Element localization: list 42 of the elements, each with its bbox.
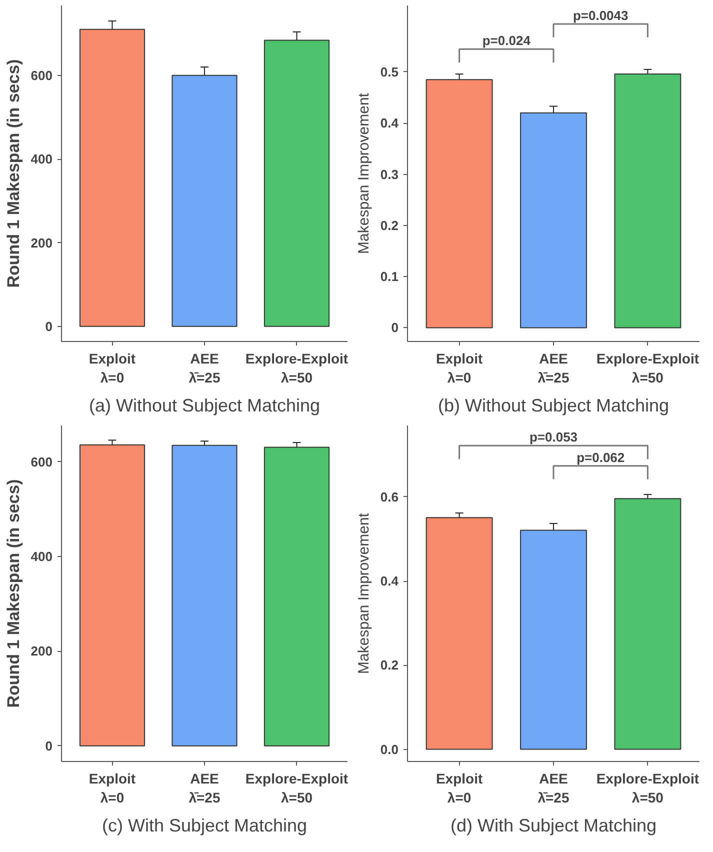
- x-tick-label: Explore-Exploit λ=50: [245, 770, 348, 806]
- x-tick-label: Exploit λ=0: [436, 770, 483, 806]
- y-tick-label: 0.2: [380, 658, 399, 673]
- y-axis-title: Round 1 Makespan (in secs): [4, 59, 23, 288]
- y-tick-label: 0.4: [380, 574, 400, 589]
- annotation: p=0.0043: [572, 8, 628, 23]
- y-tick-label: 0: [391, 320, 399, 336]
- x-tick-label: AEE λ̄=25: [188, 350, 220, 386]
- text: (c) With Subject Matching: [102, 816, 308, 836]
- x-tick-label: Exploit λ=0: [88, 770, 136, 806]
- x-tick-label: Explore-Exploit λ=50: [245, 350, 348, 386]
- y-tick-label: 0.3: [380, 166, 399, 182]
- y-tick-label: 600: [30, 454, 53, 470]
- y-tick-label: 0.4: [380, 116, 400, 131]
- y-tick-label: 0.2: [380, 218, 399, 233]
- y-tick-label: 200: [30, 235, 53, 250]
- y-tick-label: 0.1: [380, 269, 399, 284]
- text: (d) With Subject Matching: [450, 816, 657, 836]
- y-tick-label: 0: [45, 318, 53, 334]
- y-axis-title: Makespan Improvement: [355, 512, 372, 674]
- annotation: p=0.062: [576, 450, 625, 465]
- annotation: p=0.024: [482, 33, 532, 48]
- y-tick-label: 0.0: [380, 742, 399, 757]
- y-tick-label: 0.6: [380, 489, 399, 504]
- x-tick-label: Exploit λ=0: [88, 350, 136, 386]
- text: (a) Without Subject Matching: [88, 396, 320, 416]
- x-tick-label: AEE λ̄=25: [538, 770, 570, 806]
- text: (b) Without Subject Matching: [438, 396, 670, 416]
- y-tick-label: 400: [30, 549, 53, 564]
- y-axis-title: Round 1 Makespan (in secs): [4, 479, 23, 708]
- y-axis-title: Makespan Improvement: [355, 92, 372, 254]
- x-tick-label: Explore-Exploit λ=50: [596, 350, 700, 386]
- annotation: p=0.053: [529, 430, 578, 445]
- y-tick-label: 0.5: [380, 64, 399, 80]
- x-tick-label: Exploit λ=0: [436, 350, 483, 386]
- y-tick-label: 400: [30, 152, 53, 167]
- y-tick-label: 0: [45, 738, 53, 754]
- x-tick-label: Explore-Exploit λ=50: [596, 770, 700, 806]
- x-tick-label: AEE λ̄=25: [188, 770, 220, 806]
- y-tick-label: 600: [30, 68, 53, 83]
- y-tick-label: 200: [30, 644, 53, 659]
- x-tick-label: AEE λ̄=25: [538, 350, 570, 386]
